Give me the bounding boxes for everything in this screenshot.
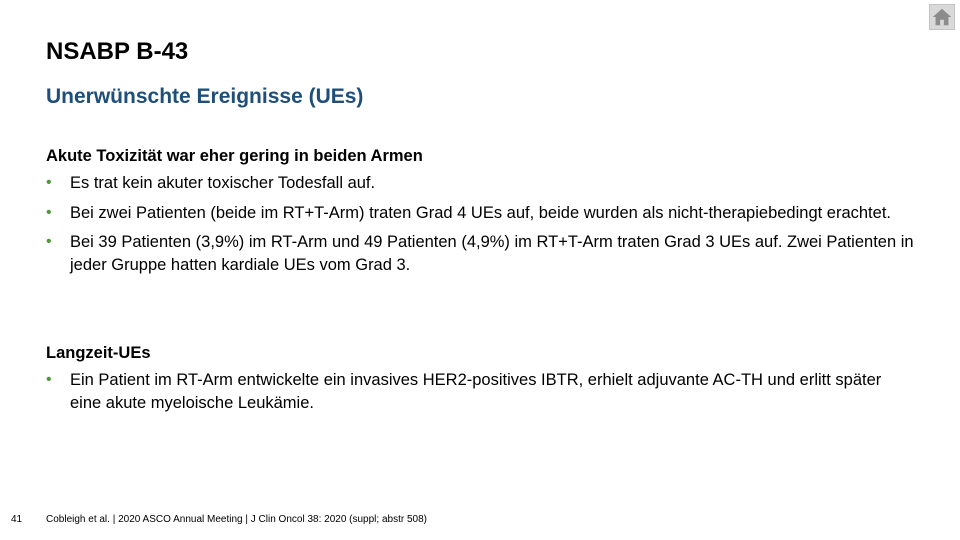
home-icon (932, 8, 952, 26)
section-heading: Akute Toxizität war eher gering in beide… (46, 147, 423, 165)
list-item: • Bei 39 Patienten (3,9%) im RT-Arm und … (46, 231, 916, 276)
home-button[interactable] (929, 4, 955, 30)
list-item: • Es trat kein akuter toxischer Todesfal… (46, 172, 916, 195)
list-item: • Ein Patient im RT-Arm entwickelte ein … (46, 369, 916, 414)
list-item: • Bei zwei Patienten (beide im RT+T-Arm)… (46, 202, 916, 225)
slide-title: NSABP B-43 (46, 38, 189, 65)
bullet-text: Bei zwei Patienten (beide im RT+T-Arm) t… (70, 203, 891, 222)
bullet-marker: • (46, 371, 52, 388)
page-number: 41 (11, 514, 23, 525)
bullet-marker: • (46, 174, 52, 191)
citation: Cobleigh et al. | 2020 ASCO Annual Meeti… (46, 514, 427, 525)
bullet-marker: • (46, 233, 52, 250)
bullet-marker: • (46, 203, 52, 221)
bullet-text: Es trat kein akuter toxischer Todesfall … (70, 174, 376, 192)
bullet-text: Ein Patient im RT-Arm entwickelte ein in… (70, 371, 882, 412)
bullet-text: Bei 39 Patienten (3,9%) im RT-Arm und 49… (70, 233, 914, 274)
section-long-term: Langzeit-UEs • Ein Patient im RT-Arm ent… (46, 342, 916, 421)
section-heading: Langzeit-UEs (46, 344, 151, 362)
section-acute-toxicity: Akute Toxizität war eher gering in beide… (46, 145, 916, 283)
slide-subtitle: Unerwünschte Ereignisse (UEs) (46, 85, 364, 108)
bullet-list: • Es trat kein akuter toxischer Todesfal… (46, 172, 916, 276)
bullet-list: • Ein Patient im RT-Arm entwickelte ein … (46, 369, 916, 414)
